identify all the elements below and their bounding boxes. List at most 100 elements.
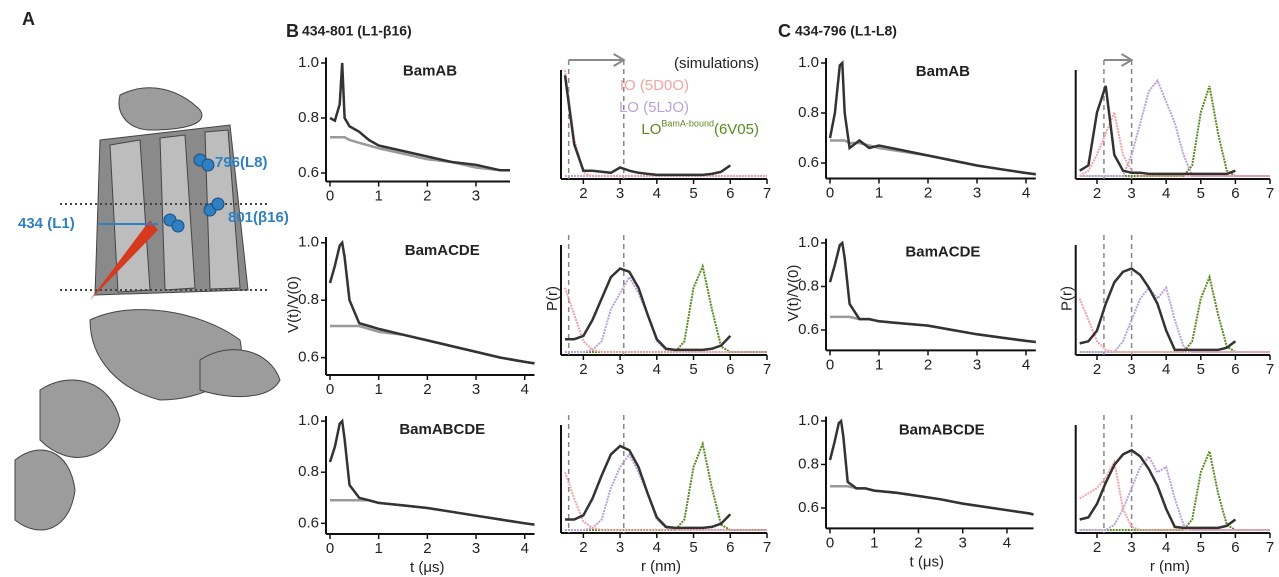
- data-line: [565, 444, 732, 530]
- x-tick-label: 6: [726, 185, 734, 202]
- x-tick-label: 3: [973, 356, 981, 373]
- x-tick-label: 5: [689, 185, 697, 202]
- x-tick-label: 2: [1093, 185, 1101, 202]
- x-axis-label: t (μs): [910, 553, 944, 570]
- x-tick-label: 6: [726, 539, 734, 556]
- x-tick-label: 2: [924, 356, 932, 373]
- data-line: [330, 136, 510, 172]
- x-tick-label: 3: [472, 540, 480, 557]
- y-tick-label: 0.6: [298, 514, 319, 531]
- y-tick-label: 1.0: [298, 54, 319, 71]
- data-line: [328, 239, 535, 365]
- annotation: 801(β16): [228, 209, 289, 226]
- x-tick-label: 7: [1266, 539, 1274, 556]
- legend-label: LO: [641, 121, 661, 138]
- data-line: [828, 240, 1036, 344]
- x-tick-label: 0: [826, 356, 834, 373]
- x-tick-label: 2: [579, 539, 587, 556]
- x-tick-label: 2: [914, 534, 922, 551]
- data-line: [565, 440, 767, 531]
- legend-title: (simulations): [674, 55, 759, 72]
- x-tick-label: 5: [689, 361, 697, 378]
- y-tick-label: 1.0: [798, 54, 819, 71]
- x-tick-label: 5: [1197, 185, 1205, 202]
- x-tick-label: 2: [1093, 539, 1101, 556]
- x-tick-label: 3: [616, 361, 624, 378]
- data-line: [1079, 447, 1270, 531]
- y-tick-label: 0.6: [798, 154, 819, 171]
- y-tick-label: 0.6: [298, 349, 319, 366]
- x-tick-label: 3: [472, 187, 480, 204]
- x-tick-label: 4: [653, 185, 661, 202]
- y-tick-label: 0.8: [798, 277, 819, 294]
- data-line: [1079, 448, 1237, 530]
- x-tick-label: 6: [1231, 185, 1239, 202]
- x-tick-label: 7: [763, 539, 771, 556]
- data-line: [1079, 454, 1270, 531]
- data-line: [563, 75, 732, 177]
- data-line: [564, 287, 767, 353]
- chart-title: BamACDE: [405, 242, 480, 259]
- y-tick-label: 1.0: [298, 412, 319, 429]
- x-tick-label: 2: [1093, 361, 1101, 378]
- x-tick-label: 4: [521, 381, 529, 398]
- x-tick-label: 3: [616, 185, 624, 202]
- chart-title: BamABCDE: [399, 421, 485, 438]
- x-tick-label: 5: [689, 539, 697, 556]
- y-tick-label: 0.6: [798, 499, 819, 516]
- y-axis-label: V(t)/V(0): [785, 265, 802, 322]
- x-tick-label: 3: [616, 539, 624, 556]
- data-line: [1079, 267, 1237, 352]
- x-tick-label: 5: [1197, 361, 1205, 378]
- y-tick-label: 0.6: [798, 321, 819, 338]
- data-line: [565, 275, 767, 353]
- legend-label: (6V05): [714, 121, 759, 138]
- y-tick-label: 0.8: [798, 455, 819, 472]
- x-tick-label: 1: [870, 534, 878, 551]
- data-line: [1079, 108, 1270, 177]
- y-tick-label: 0.8: [798, 104, 819, 121]
- panel-label: A: [22, 9, 35, 29]
- y-tick-label: 0.8: [298, 291, 319, 308]
- x-tick-label: 4: [653, 361, 661, 378]
- x-tick-label: 7: [763, 185, 771, 202]
- shift-arrow-head: [613, 53, 626, 67]
- annotation: 434 (L1): [18, 215, 75, 232]
- data-line: [1079, 85, 1236, 176]
- panel-title: 434-796 (L1-L8): [795, 23, 897, 39]
- x-tick-label: 4: [653, 539, 661, 556]
- panel-label: B: [286, 21, 299, 41]
- x-tick-label: 3: [973, 184, 981, 201]
- x-tick-label: 1: [375, 381, 383, 398]
- x-tick-label: 0: [826, 184, 834, 201]
- y-tick-label: 1.0: [298, 234, 319, 251]
- x-tick-label: 4: [1003, 534, 1011, 551]
- panel-title: 434-801 (L1-β16): [302, 23, 412, 39]
- y-axis-label: V(t)/V(0): [285, 276, 302, 333]
- x-tick-label: 2: [423, 540, 431, 557]
- x-tick-label: 3: [959, 534, 967, 551]
- data-line: [329, 62, 510, 172]
- chart-title: BamABCDE: [899, 422, 985, 439]
- legend-label: LO (5LJO): [619, 99, 689, 116]
- spin-label-sites: [163, 153, 225, 233]
- x-axis-label: r (nm): [641, 558, 681, 575]
- x-tick-label: 1: [875, 356, 883, 373]
- x-tick-label: 2: [924, 184, 932, 201]
- x-tick-label: 5: [1197, 539, 1205, 556]
- y-tick-label: 0.6: [298, 164, 319, 181]
- data-line: [1079, 273, 1270, 353]
- y-axis-label: P(r): [544, 286, 561, 311]
- x-tick-label: 6: [1231, 361, 1239, 378]
- x-tick-label: 1: [375, 540, 383, 557]
- x-tick-label: 3: [1127, 185, 1135, 202]
- data-line: [1078, 298, 1270, 353]
- x-tick-label: 3: [1127, 361, 1135, 378]
- x-tick-label: 7: [1266, 185, 1274, 202]
- x-tick-label: 2: [579, 185, 587, 202]
- y-tick-label: 1.0: [798, 234, 819, 251]
- data-line: [1079, 458, 1270, 531]
- x-tick-label: 0: [326, 187, 334, 204]
- y-axis-label: P(r): [1059, 286, 1076, 311]
- x-axis-label: r (nm): [1150, 558, 1190, 575]
